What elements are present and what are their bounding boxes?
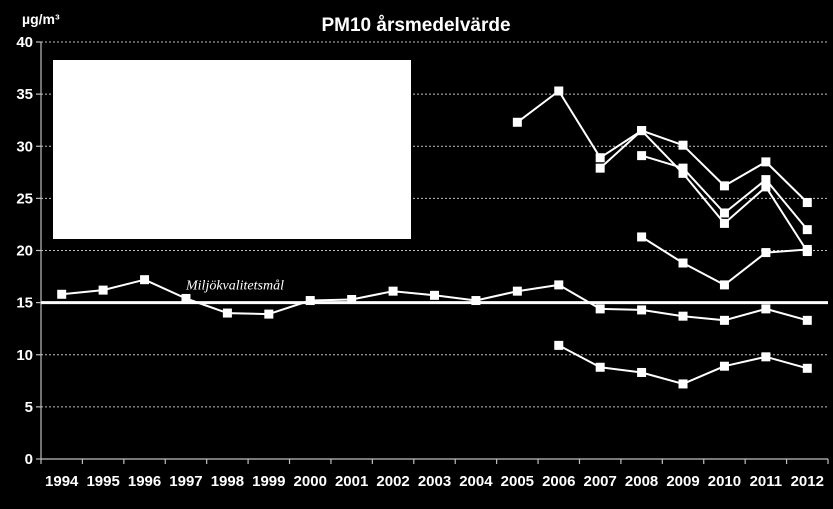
data-point [719,315,729,325]
data-point [761,304,771,314]
x-tick-label: 2005 [501,473,534,490]
x-tick-label: 1994 [45,473,79,490]
data-point [719,181,729,191]
data-point [637,151,647,161]
data-point [678,168,688,178]
data-point [802,315,812,325]
data-point [802,244,812,254]
data-point [98,285,108,295]
data-point [554,340,564,350]
data-point [761,175,771,185]
data-point [637,305,647,315]
data-point [471,296,481,306]
series-group [57,86,812,389]
y-tick-label: 30 [16,138,33,155]
x-tick-label: 2006 [542,473,575,490]
data-point [802,363,812,373]
data-point [595,362,605,372]
data-point [719,218,729,228]
data-point [347,294,357,304]
data-point [388,286,398,296]
data-point [595,153,605,163]
x-tick-label: 2012 [791,473,824,490]
data-point [761,352,771,362]
data-point [719,208,729,218]
x-tick-label: 2001 [335,473,368,490]
data-point [305,296,315,306]
data-point [678,379,688,389]
x-tick-label: 2007 [583,473,616,490]
y-tick-label: 35 [16,86,33,103]
y-tick-label: 40 [16,34,33,51]
x-tick-labels: 1994 1995 1996 1997 1998 1999 2000 2001 2002 2003… [45,473,824,490]
x-tick-label: 2000 [294,473,327,490]
data-point [512,117,522,127]
data-point [761,157,771,167]
data-point [678,163,688,173]
data-point [181,293,191,303]
redacted-legend-box [53,60,411,239]
data-point [57,289,67,299]
y-tick-label: 5 [25,399,33,416]
data-point [264,309,274,319]
data-point [430,290,439,300]
x-tick-label: 2010 [708,473,741,490]
x-tick-label: 2003 [418,473,451,490]
y-tick-label: 25 [16,190,33,207]
series-line [516,90,809,204]
data-point [554,280,564,290]
x-tick-label: 1997 [169,473,202,490]
data-point [140,275,150,285]
data-point [595,163,605,173]
data-point [222,308,232,318]
data-point [719,280,729,290]
data-point [761,248,771,258]
data-point [678,311,688,321]
y-tick-labels: 0 5 10 15 20 25 30 35 40 [16,34,33,468]
x-tick-label: 2002 [376,473,409,490]
data-point [678,140,688,150]
data-point [802,225,812,235]
data-point [512,286,522,296]
x-tick-label: 1996 [128,473,161,490]
x-tick-label: 2011 [750,473,783,490]
data-point [554,86,564,96]
data-point [802,198,812,208]
y-tick-label: 20 [16,243,33,260]
data-point [719,361,729,371]
target-label: Miljökvalitetsmål [185,279,284,294]
x-tick-label: 2008 [625,473,658,490]
x-tick-label: 1999 [252,473,285,490]
y-tick-label: 0 [25,451,33,468]
y-tick-label: 15 [16,295,33,312]
axes [36,41,829,464]
chart-title: PM10 årsmedelvärde [321,15,510,36]
x-tick-label: 2004 [459,473,493,490]
y-axis-unit: µg/m³ [22,11,60,27]
data-point [637,367,647,377]
x-tick-label: 2009 [666,473,699,490]
series-line [599,129,809,253]
x-tick-label: 1995 [86,473,119,490]
data-point [637,232,647,242]
data-point [595,304,605,314]
y-tick-label: 10 [16,347,33,364]
data-point [637,126,647,136]
data-point [761,182,771,192]
x-tick-label: 1998 [211,473,244,490]
data-point [678,258,688,268]
target-line-group: Miljökvalitetsmål [41,279,828,305]
